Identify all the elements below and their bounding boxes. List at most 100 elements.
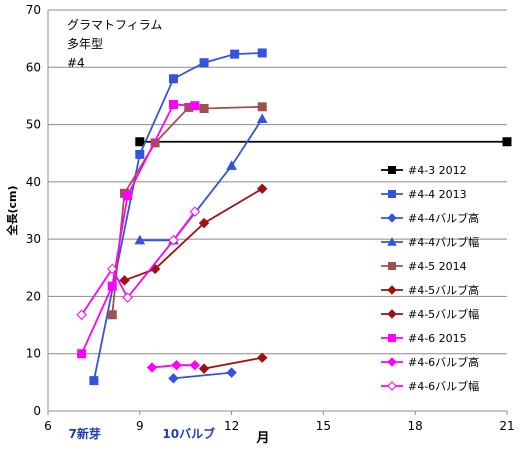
series-10 [76,206,201,320]
data-point [168,373,179,384]
data-point [226,367,237,378]
series-8 [77,100,200,359]
series-7 [119,183,268,286]
data-point [189,206,201,217]
x-tick-label: 12 [224,419,239,433]
axis-annotation: 7新芽 [69,426,101,441]
data-point [256,183,268,194]
legend-item: #4-6バルブ高 [381,355,479,369]
data-point [89,376,99,386]
legend-label: #4-4 2013 [408,188,467,201]
y-tick-label: 10 [26,347,41,361]
data-point [257,102,267,112]
y-tick-label: 50 [26,118,41,132]
y-tick-label: 60 [26,60,41,74]
data-point [387,357,397,367]
data-point [107,310,117,320]
legend-label: #4-4バルブ高 [408,211,479,225]
data-point [168,100,178,110]
legend-label: #4-5 2014 [408,260,467,273]
series-9 [146,359,201,373]
data-point [123,191,133,201]
data-point [168,235,179,246]
legend-item: #4-6バルブ幅 [381,379,479,393]
chart-title-line: #4 [67,56,85,70]
series-2 [89,48,267,386]
x-tick-label: 21 [499,419,514,433]
data-point [388,262,396,270]
data-point [122,292,133,303]
data-point [199,58,209,68]
data-point [388,334,396,342]
data-point [76,309,87,320]
legend-item: #4-3 2012 [381,164,467,177]
data-point [199,104,209,114]
data-point [388,166,396,174]
data-point [168,74,178,84]
data-point [190,101,200,111]
series-line [203,356,263,370]
y-axis-label: 全長(cm) [5,185,19,236]
x-tick-label: 15 [316,419,331,433]
data-point [134,234,146,245]
legend-item: #4-4バルブ幅 [381,235,479,249]
x-tick-label: 18 [408,419,423,433]
x-tick-label: 6 [44,419,52,433]
legend: #4-3 2012 #4-4 2013 #4-4バルブ高 #4-4バルブ幅 #4-5 2… [381,164,479,393]
chart-title-line: 多年型 [67,37,103,51]
data-point [135,137,145,147]
data-point [502,137,512,147]
series-line [139,118,263,242]
data-point [387,381,397,391]
data-point [388,190,396,198]
data-point [387,285,397,295]
chart-title-line: グラマトフィラム [67,18,162,32]
y-tick-label: 40 [26,175,41,189]
legend-label: #4-5バルブ幅 [408,307,479,321]
data-point [226,160,237,170]
legend-item: #4-4 2013 [381,188,467,201]
legend-label: #4-4バルブ幅 [408,235,479,249]
data-point [256,113,268,123]
x-tick-label: 9 [136,419,144,433]
y-tick-label: 70 [26,3,41,17]
data-point [77,349,87,359]
series-line [80,211,196,316]
data-point [171,359,182,371]
axis-annotation: 10バルブ [162,426,215,441]
series-line [124,187,263,282]
series-line [173,371,232,380]
y-tick-label: 30 [26,232,41,246]
data-point [230,49,240,59]
data-point [146,362,158,373]
x-axis-label: 月 [255,431,269,446]
series-line [111,105,263,315]
legend-item: #4-4バルブ高 [381,211,479,225]
series-6 [198,352,268,374]
legend-label: #4-6バルブ幅 [408,379,479,393]
y-tick-label: 0 [33,404,41,418]
y-tick-label: 20 [26,289,41,303]
data-point [256,352,268,363]
data-point [387,236,397,246]
data-point [387,309,397,319]
data-point [107,281,117,291]
legend-label: #4-5バルブ高 [408,283,479,297]
legend-label: #4-6バルブ高 [408,355,479,369]
legend-label: #4-3 2012 [408,164,467,177]
legend-item: #4-5バルブ幅 [381,307,479,321]
data-point [198,217,210,229]
data-point [198,363,210,374]
data-point [257,48,267,58]
legend-label: #4-6 2015 [408,332,467,345]
series-1 [135,137,512,147]
legend-item: #4-5バルブ高 [381,283,479,297]
series-5 [107,102,267,320]
data-point [189,359,201,371]
legend-item: #4-5 2014 [381,260,467,273]
data-point [135,149,145,159]
series-3 [168,367,237,384]
series-line [93,52,263,381]
